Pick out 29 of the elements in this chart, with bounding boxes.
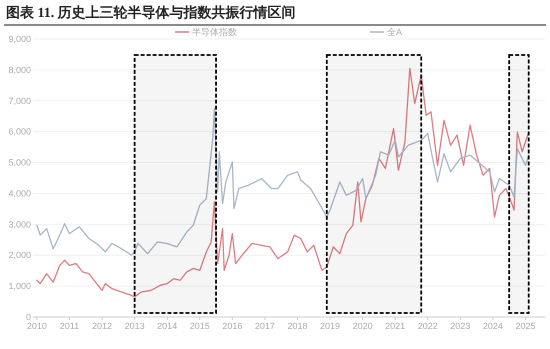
- x-tick-label: 2019: [320, 321, 340, 331]
- x-tick-label: 2024: [482, 321, 503, 331]
- y-tick-label: 0: [26, 312, 31, 322]
- x-tick-label: 2014: [157, 321, 178, 331]
- x-tick-label: 2017: [254, 321, 275, 331]
- legend-label: 全A: [387, 27, 402, 37]
- x-tick-label: 2012: [92, 321, 112, 331]
- y-tick-label: 9,000: [8, 34, 31, 44]
- x-tick-label: 2015: [190, 321, 210, 331]
- x-tick-label: 2010: [26, 321, 47, 331]
- chart-title: 图表 11. 历史上三轮半导体与指数共振行情区间: [6, 5, 296, 21]
- x-tick-label: 2025: [515, 321, 536, 331]
- x-tick-label: 2023: [450, 321, 470, 331]
- x-tick-label: 2021: [385, 321, 406, 331]
- x-tick-label: 2016: [222, 321, 242, 331]
- y-tick-label: 2,000: [8, 250, 31, 260]
- y-tick-label: 8,000: [8, 64, 31, 75]
- y-tick-label: 1,000: [8, 281, 31, 292]
- y-tick-label: 5,000: [8, 158, 31, 168]
- legend-label: 半导体指数: [192, 27, 237, 37]
- x-tick-label: 2022: [418, 321, 438, 331]
- y-tick-label: 7,000: [8, 96, 31, 106]
- x-tick-label: 2011: [60, 321, 80, 331]
- x-tick-label: 2020: [352, 321, 373, 331]
- y-tick-label: 6,000: [8, 126, 31, 137]
- y-tick-label: 4,000: [8, 188, 31, 198]
- x-tick-label: 2013: [124, 321, 145, 331]
- x-tick-label: 2018: [287, 321, 308, 331]
- y-tick-label: 3,000: [8, 219, 31, 230]
